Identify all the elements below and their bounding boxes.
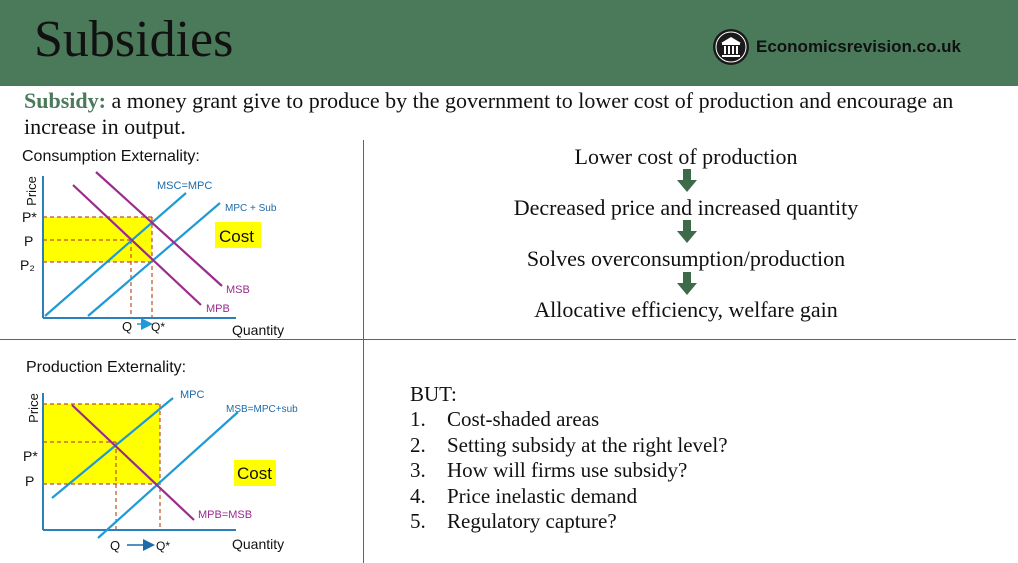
list-item: 4. Price inelastic demand: [410, 483, 638, 508]
consumption-cost-label-bg: [215, 222, 261, 248]
q-star-label: Q*: [151, 320, 165, 334]
production-externality-diagram: Price Quantity MPC MSB=MPC+sub MPB=MSB C…: [23, 389, 298, 553]
production-y-axis-label: Price: [26, 393, 41, 423]
list-item: 1. Cost-shaded areas: [410, 407, 600, 431]
list-item: 2. Setting subsidy at the right level?: [410, 432, 728, 457]
chain-step-2: Decreased price and increased quantity: [513, 195, 859, 220]
page-title: Subsidies: [34, 11, 234, 68]
brand[interactable]: Economicsrevision.co.uk: [712, 28, 961, 66]
mpb-msb-line: [71, 404, 195, 521]
down-arrow-icon: [677, 169, 697, 192]
msb-label: MSB: [226, 284, 250, 296]
production-section-label: Production Externality:: [26, 359, 187, 376]
mpc-sub-label: MPC + Sub: [225, 203, 277, 214]
production-cost-label-bg: [234, 460, 276, 486]
consumption-cost-label: Cost: [219, 227, 254, 246]
msb-line: [95, 171, 223, 287]
p-star-label: P*: [22, 209, 37, 225]
definition-body: a money grant give to produce by the gov…: [24, 88, 954, 139]
down-arrow-icon: [677, 220, 697, 243]
list-item: 5. Regulatory capture?: [410, 509, 617, 533]
but-list: 1. Cost-shaded areas 2. Setting subsidy at…: [410, 407, 728, 535]
q-label: Q: [122, 319, 132, 334]
mpb-line: [72, 184, 202, 306]
production-q-star-label: Q*: [156, 539, 170, 553]
mpc-line: [51, 397, 174, 499]
chain-step-4: Allocative efficiency, welfare gain: [534, 297, 838, 322]
production-cost-label: Cost: [237, 464, 272, 483]
down-arrow-icon: [677, 272, 697, 295]
chain-step-1: Lower cost of production: [574, 144, 798, 169]
msc-mpc-label: MSC=MPC: [157, 180, 212, 192]
definition-term: Subsidy:: [24, 88, 106, 113]
production-p-label: P: [25, 473, 34, 489]
mpc-label: MPC: [180, 389, 205, 401]
horizontal-divider: [0, 339, 1016, 340]
msc-mpc-line: [44, 192, 187, 317]
economics-logo-icon: [713, 29, 749, 65]
brand-name: Economicsrevision.co.uk: [756, 37, 962, 56]
consumption-x-axis-label: Quantity: [232, 322, 284, 338]
mpb-msb-label: MPB=MSB: [198, 509, 252, 521]
production-p-star-label: P*: [23, 448, 38, 464]
consumption-externality-diagram: Price Quantity MSC=MPC MPC + Sub MSB MPB…: [20, 171, 284, 338]
vertical-divider: [363, 140, 364, 563]
production-q-label: Q: [110, 538, 120, 553]
msb-mpc-sub-line: [97, 411, 239, 539]
mpb-label: MPB: [206, 303, 230, 315]
but-heading: BUT:: [410, 382, 457, 406]
msb-mpc-sub-label: MSB=MPC+sub: [226, 404, 298, 415]
chain-step-3: Solves overconsumption/production: [526, 246, 846, 271]
production-x-axis-label: Quantity: [232, 536, 284, 552]
p2-label: P₂: [20, 257, 35, 273]
consumption-section-label: Consumption Externality:: [22, 148, 200, 165]
list-item: 3. How will firms use subsidy?: [410, 458, 688, 482]
consumption-y-axis-label: Price: [24, 176, 39, 206]
definition-text: Subsidy: a money grant give to produce b…: [24, 88, 1004, 140]
header-bar: Subsidies Economicsrevision.co.uk: [0, 0, 1018, 86]
p-label: P: [24, 233, 33, 249]
